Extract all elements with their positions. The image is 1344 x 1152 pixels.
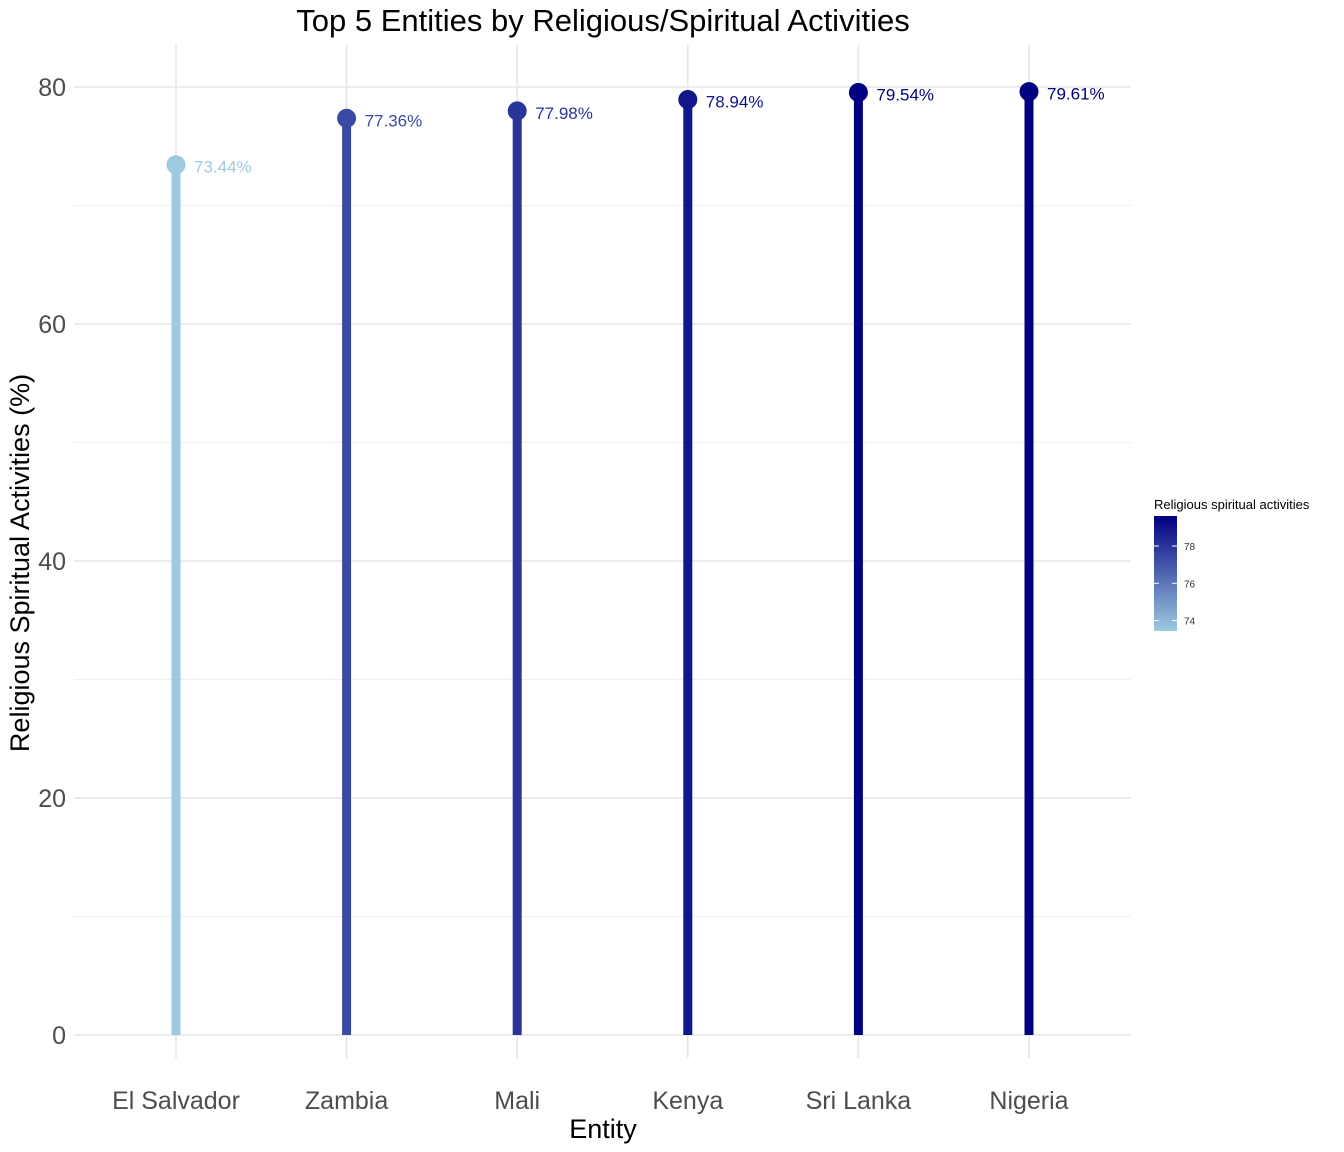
legend-ticks: 74 76 78 (1154, 542, 1196, 628)
x-axis-title: Entity (569, 1114, 637, 1144)
lollipop-point (507, 101, 527, 121)
data-label: 79.54% (876, 85, 934, 104)
color-legend: Religious spiritual activities 74 76 78 (1154, 497, 1310, 631)
x-axis-ticks: El Salvador Zambia Mali Kenya Sri Lanka Niger… (112, 1087, 1069, 1115)
y-tick-label: 20 (38, 785, 66, 813)
x-tick-label: Kenya (652, 1087, 723, 1115)
legend-tick-label: 78 (1184, 542, 1196, 553)
lollipop-point (678, 90, 698, 110)
grid-lines (74, 45, 1131, 1058)
lollipop-point (1019, 82, 1039, 102)
data-label: 79.61% (1047, 85, 1105, 104)
y-tick-label: 80 (38, 74, 66, 102)
legend-tick-label: 76 (1184, 579, 1196, 590)
y-tick-label: 60 (38, 311, 66, 339)
legend-tick-label: 74 (1184, 617, 1196, 628)
x-tick-label: El Salvador (112, 1087, 240, 1115)
x-tick-label: Mali (494, 1087, 540, 1115)
data-label: 77.36% (365, 111, 423, 130)
lollipop-marks: 73.44% 77.36% 77.98% 78.94% 79.54% 79.61% (166, 82, 1105, 1035)
x-tick-label: Nigeria (989, 1087, 1068, 1115)
y-tick-label: 40 (38, 548, 66, 576)
lollipop-point (337, 108, 357, 128)
chart-title: Top 5 Entities by Religious/Spiritual Ac… (296, 3, 909, 38)
lollipop-point (848, 82, 868, 102)
x-tick-label: Sri Lanka (806, 1087, 912, 1115)
x-tick-label: Zambia (305, 1087, 388, 1115)
legend-colorbar (1154, 516, 1177, 631)
legend-title: Religious spiritual activities (1154, 497, 1310, 512)
y-axis-ticks: 0 20 40 60 80 (38, 74, 66, 1050)
y-axis-title: Religious Spiritual Activities (%) (5, 374, 35, 752)
data-label: 77.98% (535, 104, 593, 123)
data-label: 73.44% (194, 158, 252, 177)
y-tick-label: 0 (52, 1022, 66, 1050)
data-label: 78.94% (706, 93, 764, 112)
lollipop-point (166, 155, 186, 175)
